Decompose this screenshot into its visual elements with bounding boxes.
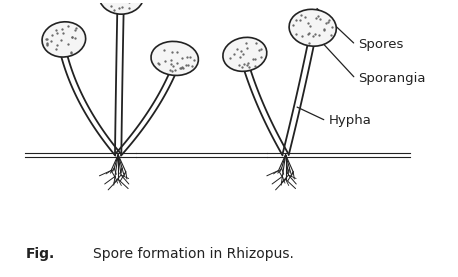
Text: Spore formation in Rhizopus.: Spore formation in Rhizopus.: [93, 247, 294, 261]
Ellipse shape: [42, 22, 86, 57]
Ellipse shape: [289, 9, 336, 46]
Ellipse shape: [98, 0, 144, 14]
Text: Fig.: Fig.: [25, 247, 55, 261]
Text: Spores: Spores: [358, 38, 403, 51]
Ellipse shape: [223, 37, 267, 71]
Ellipse shape: [151, 41, 198, 75]
Text: Hypha: Hypha: [328, 114, 371, 127]
Text: Sporangia: Sporangia: [358, 72, 425, 85]
